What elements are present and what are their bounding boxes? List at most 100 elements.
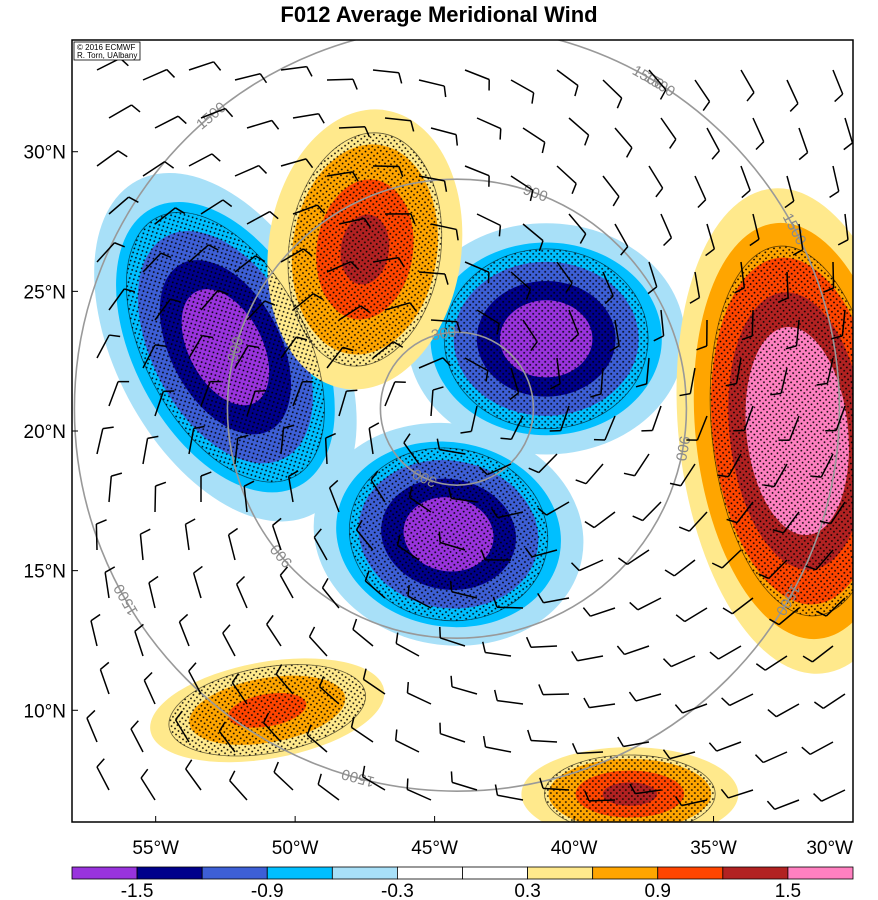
wind-barb <box>430 223 459 241</box>
stippled-region <box>348 447 549 622</box>
wind-barb <box>234 164 268 177</box>
wind-barb <box>273 761 294 791</box>
wind-barb <box>227 527 239 561</box>
wind-barb <box>527 729 558 743</box>
wind-barb <box>280 424 295 455</box>
wind-barb <box>629 783 662 795</box>
wind-barb <box>675 607 708 623</box>
wind-barb <box>384 381 406 407</box>
wind-barb <box>395 632 420 657</box>
positive-anomaly-north-stipple <box>287 132 443 367</box>
wind-barb <box>568 117 590 146</box>
wind-barb <box>686 415 708 441</box>
colorbar-label: 1.5 <box>775 881 801 900</box>
wind-barb <box>450 675 478 695</box>
wind-barb <box>766 799 800 811</box>
wind-barb <box>825 405 846 432</box>
wind-barb <box>449 580 478 599</box>
wind-barb <box>200 107 234 119</box>
colorbar-swatch <box>397 866 463 880</box>
wind-barb <box>464 165 490 187</box>
wind-barb <box>234 344 260 369</box>
wind-barb <box>234 255 266 273</box>
wind-barb <box>784 175 795 209</box>
wind-barb <box>593 415 616 441</box>
wind-barb <box>816 357 834 386</box>
wind-barb <box>628 691 662 702</box>
wind-barb <box>510 175 534 202</box>
wind-barb <box>525 636 558 649</box>
wind-barb <box>372 341 404 359</box>
wind-barb <box>571 742 604 755</box>
wind-barb <box>528 453 558 474</box>
wind-barb <box>338 217 372 228</box>
wind-barb <box>616 645 650 656</box>
colorbar-label: -0.9 <box>251 881 284 900</box>
x-tick-label: 50°W <box>272 838 319 859</box>
negative-anomaly-northeast-stipple <box>443 248 649 430</box>
wind-barb <box>778 415 800 441</box>
wind-barb <box>720 788 754 799</box>
wind-barb <box>394 729 420 753</box>
colorbar-swatch <box>722 866 789 880</box>
wind-barb <box>813 789 846 802</box>
wind-barb <box>96 758 110 791</box>
wind-barb <box>178 613 190 647</box>
wind-barb <box>96 242 125 263</box>
wind-barb <box>537 592 570 604</box>
wind-barb <box>246 119 280 130</box>
wind-barb <box>418 271 449 285</box>
credit-line-1: © 2016 ECMWF <box>77 43 135 52</box>
wind-barb <box>188 244 219 263</box>
wind-barb <box>287 470 299 503</box>
wind-barb <box>522 127 546 154</box>
wind-barb <box>641 405 662 432</box>
wind-barb <box>549 357 561 390</box>
wind-barb <box>130 720 144 753</box>
wind-barb <box>438 531 466 551</box>
wind-barb <box>717 453 742 478</box>
wind-barb <box>694 79 711 111</box>
wind-barb <box>584 790 616 802</box>
wind-barb <box>556 165 577 195</box>
wind-barb <box>510 79 535 104</box>
wind-barb <box>669 463 696 487</box>
wind-barb <box>590 367 604 398</box>
wind-barb <box>490 508 524 519</box>
y-tick-label: 10°N <box>24 701 66 722</box>
distance-circle-label: 900 <box>672 435 693 463</box>
wind-barb <box>522 319 538 352</box>
colorbar-label: -1.5 <box>121 881 154 900</box>
wind-barb <box>752 117 765 151</box>
wind-barb <box>361 765 386 791</box>
wind-barb <box>372 165 404 178</box>
wind-barb <box>805 549 834 571</box>
wind-barb <box>819 501 846 525</box>
wind-barb <box>436 438 466 455</box>
wind-barb <box>689 271 701 304</box>
wind-barb <box>154 390 175 417</box>
wind-barb <box>741 309 754 341</box>
positive-anomaly-east-stipple <box>709 245 853 617</box>
distance-circle-1500 <box>73 40 841 792</box>
y-tick-label: 15°N <box>24 562 66 583</box>
wind-barb <box>493 689 524 705</box>
wind-barb <box>801 741 834 756</box>
wind-barb <box>328 479 340 513</box>
distance-circle-900 <box>226 178 688 639</box>
wind-barb <box>235 575 248 609</box>
wind-barb <box>772 511 800 534</box>
wind-barb <box>674 796 708 807</box>
wind-barb <box>464 357 489 382</box>
wind-barb <box>653 309 665 342</box>
credit-box: © 2016 ECMWF R. Torn, UAlbany <box>73 41 141 61</box>
positive-anomaly-southwest-stipple <box>168 664 366 757</box>
wind-barb <box>662 655 696 668</box>
wind-barb <box>740 69 755 102</box>
wind-barb <box>664 559 696 577</box>
wind-barb <box>108 380 130 407</box>
wind-barb <box>813 693 846 710</box>
wind-barb <box>629 597 662 611</box>
wind-barb <box>188 61 222 71</box>
wind-barb <box>308 626 328 657</box>
